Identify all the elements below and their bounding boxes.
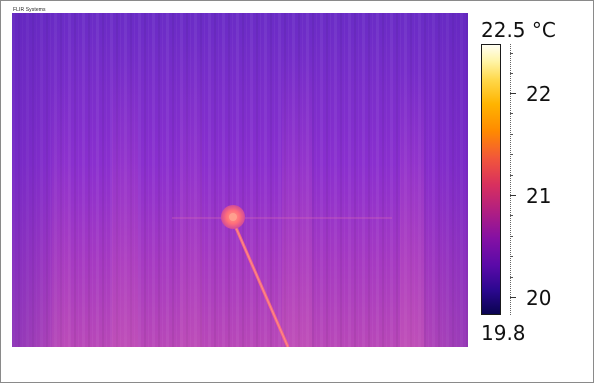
scale-tick-minor [510, 73, 513, 74]
scale-min-label: 19.8 [481, 321, 526, 345]
scale-tick-minor [510, 154, 513, 155]
scale-tick-label-22: 22 [526, 82, 552, 106]
scale-tick-minor [510, 53, 513, 54]
color-scale-bar [481, 44, 501, 315]
scale-axis [510, 44, 512, 315]
scale-tick-label-21: 21 [526, 184, 552, 208]
scale-max-label: 22.5 °C [481, 18, 556, 42]
scale-tick-major [510, 195, 516, 196]
scale-tick-minor [510, 215, 513, 216]
scale-tick-minor [510, 277, 513, 278]
scale-tick-minor [510, 175, 513, 176]
scale-tick-minor [510, 256, 513, 257]
scale-tick-minor [510, 134, 513, 135]
scale-tick-major [510, 93, 516, 94]
scale-tick-label-20: 20 [526, 286, 552, 310]
brand-label: FLIR Systems [13, 7, 46, 13]
scale-tick-minor [510, 236, 513, 237]
scale-tick-minor [510, 113, 513, 114]
thermal-image [12, 13, 468, 347]
scale-tick-major [510, 297, 516, 298]
